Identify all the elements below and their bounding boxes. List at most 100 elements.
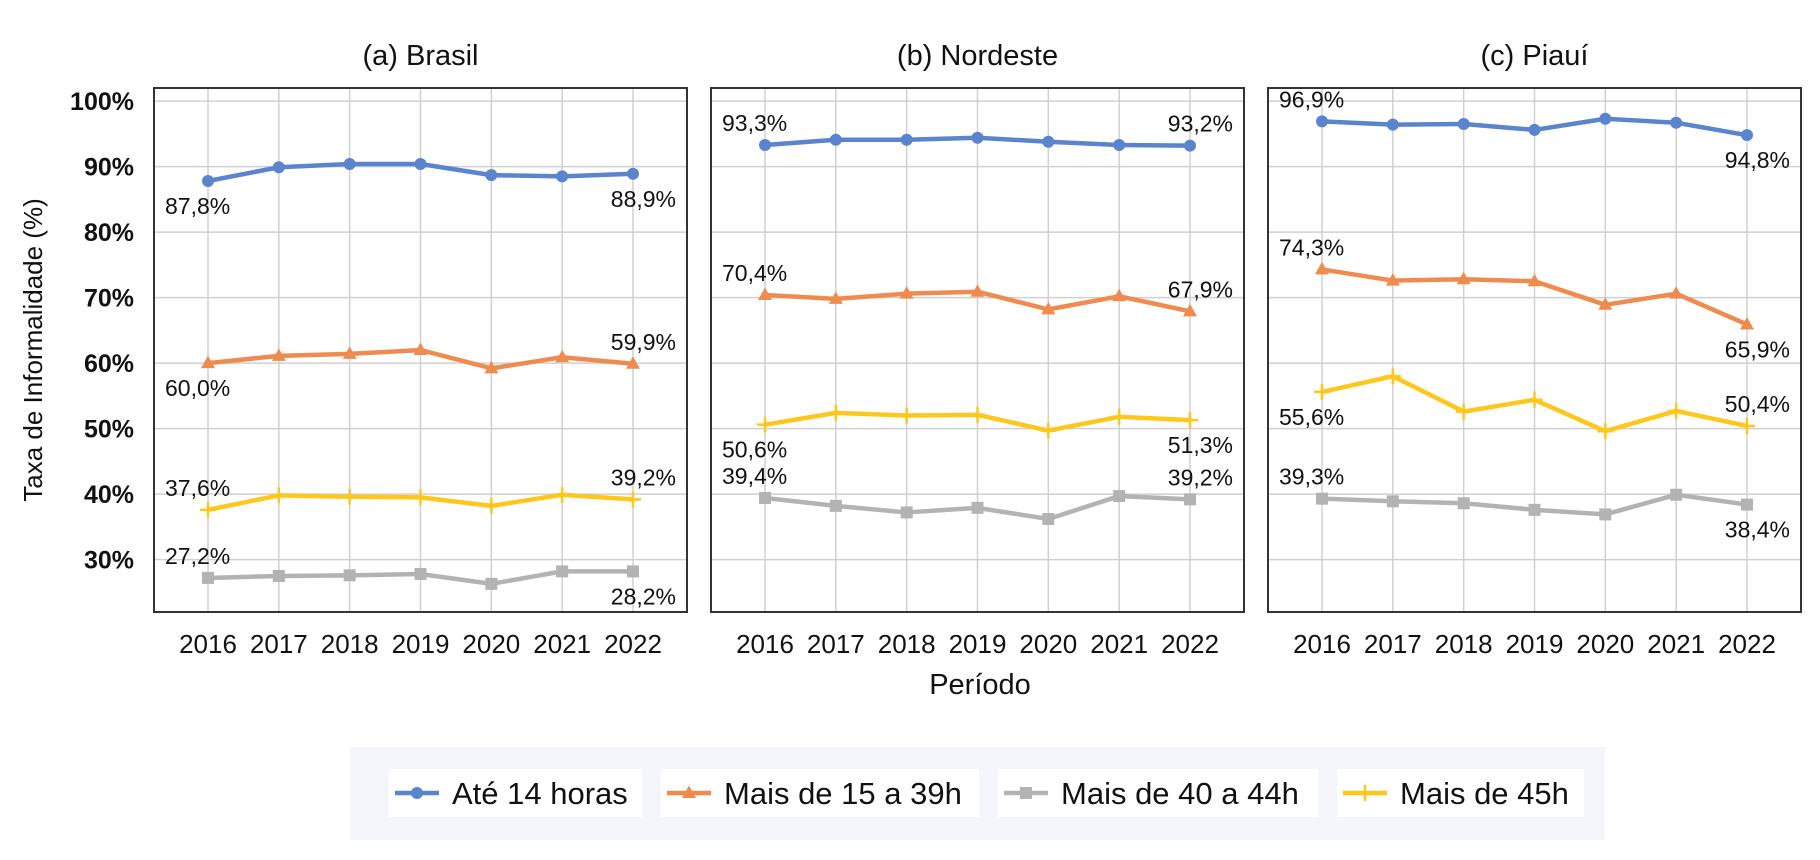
y-tick-label: 80% xyxy=(84,219,134,247)
data-point xyxy=(1741,129,1753,142)
data-point xyxy=(1670,488,1683,501)
data-point xyxy=(1386,495,1399,508)
data-point xyxy=(900,506,913,519)
series-plus: 37,6% 39,2% xyxy=(165,464,676,518)
panel-title: (c) Piauí xyxy=(1481,40,1589,72)
y-tick-label: 30% xyxy=(84,547,134,575)
x-tick-label: 2021 xyxy=(533,629,591,659)
data-point xyxy=(759,492,771,505)
data-point xyxy=(1668,402,1685,419)
data-point xyxy=(342,346,357,359)
data-point xyxy=(412,489,429,506)
panel-title: (b) Nordeste xyxy=(897,40,1058,72)
data-point xyxy=(1182,412,1198,429)
data-label: 50,6% xyxy=(722,437,787,463)
series-triangle: 74,3% 65,9% xyxy=(1279,234,1790,362)
series-plus: 50,6% 51,3% xyxy=(722,404,1233,463)
data-point xyxy=(202,175,214,188)
series-circle: 93,3% 93,2% xyxy=(722,110,1233,152)
legend-label: Mais de 40 a 44h xyxy=(1061,776,1299,811)
series-square: 39,3% 38,4% xyxy=(1279,464,1790,543)
data-label: 55,6% xyxy=(1279,404,1344,430)
data-label: 39,4% xyxy=(722,463,787,489)
panels: (a) Brasil 30% 40% 50% 60% 70% 80% 90% 100% 2016 2… xyxy=(70,40,1802,659)
x-tick-label: 2022 xyxy=(1161,629,1219,659)
x-tick-label: 2018 xyxy=(878,629,936,659)
data-point xyxy=(202,571,214,584)
legend-item: Mais de 45h xyxy=(1337,769,1584,817)
data-label: 39,2% xyxy=(1168,464,1233,490)
data-point xyxy=(556,565,569,578)
data-point xyxy=(484,360,499,374)
data-point xyxy=(1598,297,1613,310)
data-point xyxy=(343,157,356,170)
grid xyxy=(711,88,1244,612)
data-point xyxy=(270,487,287,504)
series-square: 39,4% 39,2% xyxy=(722,463,1233,525)
data-label: 65,9% xyxy=(1725,336,1790,362)
y-tick-label: 90% xyxy=(84,154,134,182)
data-point xyxy=(969,406,986,423)
data-point xyxy=(827,404,844,421)
data-label: 93,3% xyxy=(722,110,787,136)
x-tick-label: 2021 xyxy=(1647,629,1705,659)
data-label: 88,9% xyxy=(611,186,676,212)
data-point xyxy=(414,157,427,170)
data-point xyxy=(1739,417,1755,434)
x-tick-label: 2016 xyxy=(179,629,237,659)
x-tick-label: 2017 xyxy=(1364,629,1422,659)
data-point xyxy=(272,569,285,582)
data-label: 38,4% xyxy=(1725,517,1790,543)
data-label: 94,8% xyxy=(1725,147,1790,173)
data-point xyxy=(1455,403,1472,420)
data-point xyxy=(485,169,498,182)
data-point xyxy=(1314,383,1330,400)
x-tick-label: 2020 xyxy=(1019,629,1077,659)
data-point xyxy=(1316,492,1328,505)
x-tick-label: 2017 xyxy=(250,629,308,659)
series-triangle: 70,4% 67,9% xyxy=(722,260,1233,317)
data-point xyxy=(627,167,639,180)
data-point xyxy=(485,577,498,590)
legend-label: Até 14 horas xyxy=(452,776,628,811)
data-label: 74,3% xyxy=(1279,234,1344,260)
data-point xyxy=(1042,512,1055,525)
y-tick-label: 70% xyxy=(84,285,134,313)
data-point xyxy=(1385,273,1400,286)
data-label: 70,4% xyxy=(722,260,787,286)
data-label: 67,9% xyxy=(1168,276,1233,302)
data-point xyxy=(1597,423,1614,440)
data-point xyxy=(1528,123,1541,136)
data-label: 87,8% xyxy=(165,193,230,219)
data-point xyxy=(627,565,639,578)
y-tick-label: 50% xyxy=(84,416,134,444)
data-label: 93,2% xyxy=(1168,111,1233,137)
data-point xyxy=(899,286,914,299)
data-point xyxy=(1042,135,1055,148)
legend-marker xyxy=(1357,785,1373,801)
series-plus: 55,6% 50,4% xyxy=(1279,368,1790,440)
legend-marker xyxy=(1020,787,1032,799)
x-tick-label: 2022 xyxy=(1718,629,1776,659)
plot-frame xyxy=(710,87,1245,613)
legend-item-bg xyxy=(661,769,979,817)
x-tick-label: 2017 xyxy=(807,629,865,659)
legend-item: Até 14 horas xyxy=(389,769,642,817)
legend-item-bg xyxy=(998,769,1318,817)
x-tick-label: 2019 xyxy=(392,629,450,659)
grid xyxy=(1268,88,1801,612)
data-point xyxy=(1456,271,1471,285)
data-point xyxy=(1599,508,1612,521)
y-tick-label: 40% xyxy=(84,481,134,509)
panel-1: (a) Brasil 30% 40% 50% 60% 70% 80% 90% 100% 2016 2… xyxy=(70,40,688,659)
data-point xyxy=(1041,301,1056,315)
data-point xyxy=(829,133,842,146)
x-tick-label: 2018 xyxy=(321,629,379,659)
x-tick-label: 2019 xyxy=(949,629,1007,659)
series-square: 27,2% 28,2% xyxy=(165,543,676,609)
data-point xyxy=(1670,116,1683,129)
data-label: 51,3% xyxy=(1168,432,1233,458)
panel-2: (b) Nordeste 2016 2017 2018 2019 2020 2021 2022… xyxy=(710,40,1245,659)
data-point xyxy=(413,342,428,355)
legend-marker xyxy=(682,785,696,798)
